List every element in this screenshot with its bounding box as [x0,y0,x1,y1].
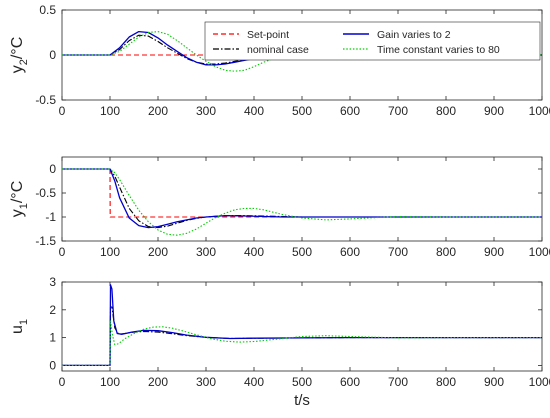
y-tick-label: 2 [49,303,56,317]
x-tick-label: 900 [484,245,504,259]
x-tick-label: 800 [436,245,456,259]
y-axis-label-main: y [9,65,26,73]
plot-panel-1: 01002003004005006007008009001000-0.500.5… [9,3,550,118]
series-group [62,168,542,236]
y-axis-label: y2/°C [9,37,30,74]
legend: Set-point Gain varies to 2 nominal case Tim… [204,21,541,61]
y-axis-label-unit: /°C [9,181,26,203]
x-tick-label: 400 [244,245,264,259]
x-tick-label: 200 [148,104,168,118]
y-tick-label: 0 [49,48,56,62]
x-tick-label: 100 [100,245,120,259]
x-tick-label: 300 [196,245,216,259]
x-tick-label: 900 [484,375,504,389]
x-tick-label: 0 [59,245,66,259]
y-axis-label-main: y [9,209,26,217]
legend-label: Set-point [247,29,289,41]
y-tick-label: -0.5 [35,186,56,200]
y-axis-label: y1/°C [9,181,30,218]
x-tick-label: 800 [436,375,456,389]
x-axis-label: t/s [294,392,310,409]
legend-label: Time constant varies to 80 [377,44,500,56]
x-tick-label: 600 [340,104,360,118]
x-tick-label: 800 [436,104,456,118]
x-tick-label: 0 [59,375,66,389]
y-tick-label: 0 [49,358,56,372]
x-tick-label: 600 [340,245,360,259]
legend-label: nominal case [247,44,309,56]
x-tick-label: 700 [388,104,408,118]
y-axis-label-subscript: 1 [18,319,30,325]
legend-box [204,21,541,61]
x-tick-label: 300 [196,375,216,389]
x-tick-label: 400 [244,104,264,118]
plot-panel-3: 010020030040050060070080090010000123u1t/… [9,275,550,409]
axes-box [61,281,543,372]
x-tick-label: 200 [148,375,168,389]
x-tick-label: 100 [100,375,120,389]
x-tick-label: 0 [59,104,66,118]
x-tick-label: 500 [292,375,312,389]
axes-box [61,156,543,242]
y-tick-label: 0.5 [39,3,56,17]
y-tick-label: -1.5 [35,234,56,248]
y-axis-label-subscript: 1 [18,203,30,209]
series-line-time-constant-varies-to-80 [62,320,542,366]
y-axis-label: u1 [9,319,30,334]
series-line-time-constant-varies-to-80 [62,168,542,236]
y-tick-label: -1 [45,210,56,224]
y-tick-label: -0.5 [35,93,56,107]
x-tick-label: 700 [388,245,408,259]
y-tick-label: 3 [49,275,56,289]
x-tick-label: 500 [292,245,312,259]
series-line-gain-varies-to-2 [62,284,542,367]
x-tick-label: 300 [196,104,216,118]
y-axis-label-main: u [9,325,26,334]
x-tick-label: 400 [244,375,264,389]
x-tick-label: 700 [388,375,408,389]
y-tick-label: 0 [49,162,56,176]
x-tick-label: 500 [292,104,312,118]
series-group [62,284,542,367]
x-tick-label: 900 [484,104,504,118]
y-tick-label: 1 [49,331,56,345]
y-axis-label-unit: /°C [9,37,26,59]
x-tick-label: 100 [100,104,120,118]
x-tick-label: 200 [148,245,168,259]
legend-label: Gain varies to 2 [377,29,451,41]
x-tick-label: 600 [340,375,360,389]
y-axis-label-subscript: 2 [18,59,30,65]
